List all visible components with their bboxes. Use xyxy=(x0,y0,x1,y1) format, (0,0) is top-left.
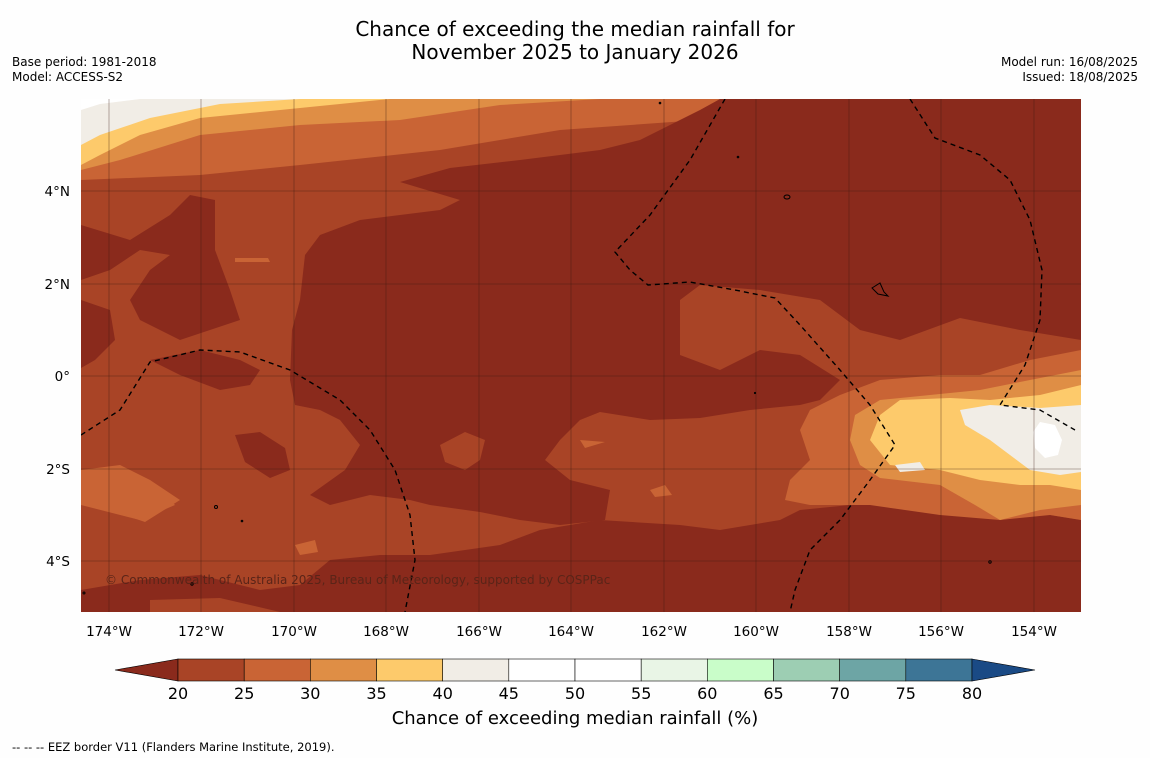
field-20-25-patch-a xyxy=(440,432,485,470)
field-45-50-north xyxy=(81,99,140,110)
colorbar-bin-45-50 xyxy=(508,658,576,682)
colorbar-bin-40-45 xyxy=(442,658,510,682)
eez-border-east xyxy=(909,99,1076,431)
colorbar-tick: 50 xyxy=(565,684,585,703)
field-25-30-small xyxy=(235,258,270,262)
eez-footnote: -- -- -- EEZ border V11 (Flanders Marine… xyxy=(12,740,335,754)
colorbar-tick: 70 xyxy=(830,684,850,703)
eez-border-west xyxy=(81,349,416,612)
field-below-20-south xyxy=(81,500,1081,612)
colorbar-tick: 20 xyxy=(168,684,188,703)
lat-label: 2°N xyxy=(45,277,70,293)
colorbar-extend-low xyxy=(114,658,179,682)
lon-label: 158°W xyxy=(826,624,872,640)
lat-label: 4°N xyxy=(45,184,70,200)
lat-tick-labels: 4°N 2°N 0° 2°S 4°S xyxy=(45,184,70,570)
field-40-45-east xyxy=(960,405,1081,475)
lat-label: 4°S xyxy=(46,554,70,570)
colorbar-tick: 80 xyxy=(962,684,982,703)
lon-label: 156°W xyxy=(918,624,964,640)
colorbar-bin-25-30 xyxy=(243,658,311,682)
run-info: Model run: 16/08/2025 Issued: 18/08/2025 xyxy=(1001,55,1138,85)
eez-borders xyxy=(81,99,1076,612)
lon-label: 160°W xyxy=(733,624,779,640)
field-below-20-west-b xyxy=(81,300,115,368)
colorbar-bin-65-70 xyxy=(773,658,840,682)
colorbar-tick: 45 xyxy=(499,684,519,703)
title-line-2: November 2025 to January 2026 xyxy=(411,40,739,64)
colorbar-extend-high xyxy=(971,658,1036,682)
base-period: Base period: 1981-2018 xyxy=(12,55,157,69)
lat-label: 2°S xyxy=(46,462,70,478)
colorbar-tick: 75 xyxy=(896,684,916,703)
field-below-20-west-d xyxy=(235,432,290,478)
field-below-20-west-c xyxy=(150,350,260,390)
colorbar-bin-55-60 xyxy=(640,658,708,682)
colorbar-ticks: 20 25 30 35 40 45 50 55 60 65 70 75 80 xyxy=(168,684,982,703)
lon-label: 166°W xyxy=(456,624,502,640)
title-line-1: Chance of exceeding the median rainfall … xyxy=(355,17,795,41)
copyright-notice: © Commonwealth of Australia 2025, Bureau… xyxy=(105,573,610,587)
field-40-45-north xyxy=(81,99,300,145)
lon-label: 164°W xyxy=(548,624,594,640)
model-info: Base period: 1981-2018 Model: ACCESS-S2 xyxy=(12,55,157,85)
field-25-30-small-d xyxy=(650,485,672,497)
lat-label: 0° xyxy=(55,369,70,385)
lon-label: 170°W xyxy=(271,624,317,640)
map-title: Chance of exceeding the median rainfall … xyxy=(0,18,1150,64)
issued-date: Issued: 18/08/2025 xyxy=(1022,70,1138,84)
model-name: Model: ACCESS-S2 xyxy=(12,70,124,84)
field-25-30-small-b xyxy=(295,540,318,555)
field-40-45-east-small xyxy=(895,462,925,472)
colorbar xyxy=(114,658,1036,682)
colorbar-tick: 40 xyxy=(433,684,453,703)
colorbar-tick: 35 xyxy=(366,684,386,703)
colorbar-label: Chance of exceeding median rainfall (%) xyxy=(391,708,759,729)
field-25-30-west-b xyxy=(110,480,180,522)
lon-label: 154°W xyxy=(1011,624,1057,640)
field-below-20-central xyxy=(290,99,1081,525)
colorbar-bin-20-25 xyxy=(177,658,245,682)
colorbar-bin-70-75 xyxy=(839,658,907,682)
lon-label: 172°W xyxy=(178,624,224,640)
colorbar-tick: 25 xyxy=(234,684,254,703)
colorbar-bin-75-80 xyxy=(905,658,973,682)
colorbar-tick: 65 xyxy=(763,684,783,703)
eez-border-central xyxy=(614,99,896,612)
colorbar-tick: 55 xyxy=(631,684,651,703)
colorbar-bin-35-40 xyxy=(376,658,443,682)
field-25-30-small-c xyxy=(580,440,605,448)
field-45-50-east xyxy=(1033,422,1062,458)
field-20-25-south-patch xyxy=(150,598,280,612)
rainfall-probability-field xyxy=(81,99,1081,612)
graticule xyxy=(81,99,1081,612)
lon-label: 168°W xyxy=(363,624,409,640)
colorbar-bin-60-65 xyxy=(706,658,774,682)
model-run-date: Model run: 16/08/2025 xyxy=(1000,55,1138,69)
lon-label: 174°W xyxy=(86,624,132,640)
field-below-20-west-a xyxy=(81,195,240,340)
islands xyxy=(82,101,992,595)
colorbar-tick: 30 xyxy=(300,684,320,703)
lon-label: 162°W xyxy=(641,624,687,640)
colorbar-tick: 60 xyxy=(697,684,717,703)
lon-tick-labels: 174°W 172°W 170°W 168°W 166°W 164°W 162°… xyxy=(86,624,1057,640)
colorbar-bin-30-35 xyxy=(309,658,377,682)
colorbar-bin-50-55 xyxy=(574,658,642,682)
